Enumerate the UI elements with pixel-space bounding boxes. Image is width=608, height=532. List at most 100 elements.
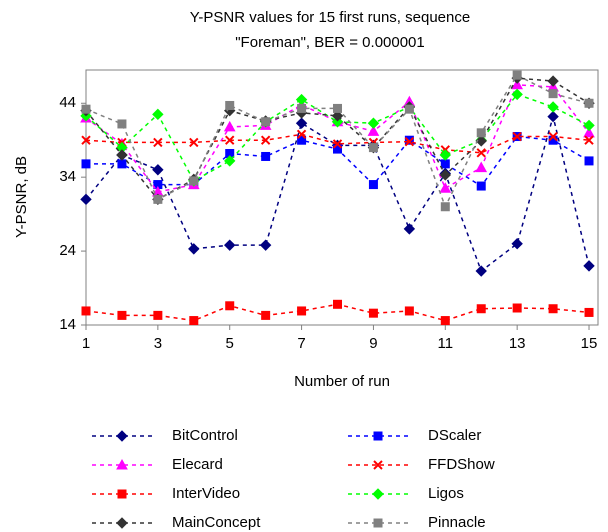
marker <box>476 128 486 138</box>
marker <box>476 181 486 191</box>
legend-label: FFDShow <box>428 456 495 473</box>
marker <box>583 119 595 132</box>
marker <box>295 117 308 129</box>
marker <box>512 70 522 80</box>
marker <box>476 304 486 314</box>
marker <box>224 239 236 251</box>
marker <box>295 93 308 106</box>
legend-label: DScaler <box>428 427 481 444</box>
legend-marker <box>373 431 383 441</box>
marker <box>511 237 523 250</box>
marker <box>439 149 452 161</box>
marker <box>440 159 450 169</box>
marker <box>225 135 235 145</box>
marker <box>583 260 595 272</box>
marker <box>368 143 378 153</box>
y-tick-label: 34 <box>59 168 76 185</box>
marker <box>475 265 487 277</box>
marker <box>584 98 594 108</box>
x-tick-label: 9 <box>369 335 377 352</box>
marker <box>367 125 380 136</box>
marker <box>439 182 452 193</box>
marker <box>81 306 91 316</box>
marker <box>367 117 380 129</box>
marker <box>117 159 127 169</box>
marker <box>259 239 272 251</box>
y-tick-label: 24 <box>59 242 76 259</box>
x-tick-label: 13 <box>509 335 526 352</box>
marker <box>547 110 559 123</box>
marker <box>404 306 414 316</box>
legend-label: Pinnacle <box>428 514 486 531</box>
y-tick-label: 44 <box>59 94 76 111</box>
marker <box>153 137 163 148</box>
marker <box>404 135 414 145</box>
legend-marker <box>116 430 128 442</box>
marker <box>511 88 523 101</box>
legend-label: Elecard <box>172 456 223 473</box>
marker <box>261 117 271 127</box>
marker <box>116 149 128 161</box>
x-tick-label: 3 <box>154 335 162 352</box>
x-tick-label: 15 <box>581 335 598 352</box>
marker <box>584 156 594 166</box>
marker <box>260 135 271 145</box>
marker <box>153 310 163 320</box>
marker <box>297 306 307 316</box>
marker <box>548 131 558 142</box>
marker <box>368 180 378 190</box>
marker <box>333 299 343 309</box>
legend-marker <box>116 517 128 529</box>
legend-label: BitControl <box>172 427 238 444</box>
legend-label: InterVideo <box>172 485 240 502</box>
marker <box>297 103 307 113</box>
marker <box>80 193 92 206</box>
legend-marker <box>117 489 127 499</box>
x-tick-label: 7 <box>297 335 305 352</box>
x-tick-label: 1 <box>82 335 90 352</box>
marker <box>189 176 199 186</box>
marker <box>476 148 486 158</box>
marker <box>547 101 559 113</box>
marker <box>331 116 344 128</box>
legend-marker <box>372 488 384 500</box>
marker <box>368 308 378 318</box>
y-tick-label: 14 <box>59 316 76 333</box>
y-axis-label: Y-PSNR, dB <box>13 156 30 238</box>
series-line <box>85 93 590 182</box>
x-axis-label: Number of run <box>294 373 390 390</box>
marker <box>584 307 594 317</box>
marker <box>81 159 91 169</box>
marker <box>261 151 271 161</box>
marker <box>333 103 343 113</box>
marker <box>512 303 522 313</box>
marker <box>548 304 558 314</box>
marker <box>225 301 235 311</box>
legend-label: MainConcept <box>172 514 261 531</box>
x-tick-label: 11 <box>438 335 454 352</box>
series-line <box>85 74 590 209</box>
marker <box>475 135 487 147</box>
x-tick-label: 5 <box>226 335 234 352</box>
marker <box>81 135 91 145</box>
marker <box>332 139 343 149</box>
marker <box>261 310 271 320</box>
marker <box>152 108 164 121</box>
series-line <box>85 133 590 154</box>
legend-marker <box>116 458 128 470</box>
marker <box>297 135 307 145</box>
series-line <box>85 77 590 201</box>
marker <box>439 169 452 181</box>
marker <box>440 202 450 212</box>
marker <box>584 135 594 145</box>
marker <box>440 316 450 326</box>
marker <box>512 131 522 142</box>
marker <box>475 161 488 173</box>
marker <box>404 136 415 147</box>
marker <box>152 164 164 176</box>
legend-label: Ligos <box>428 485 464 502</box>
marker <box>189 316 199 326</box>
legend-marker <box>373 460 383 470</box>
marker <box>81 104 91 114</box>
